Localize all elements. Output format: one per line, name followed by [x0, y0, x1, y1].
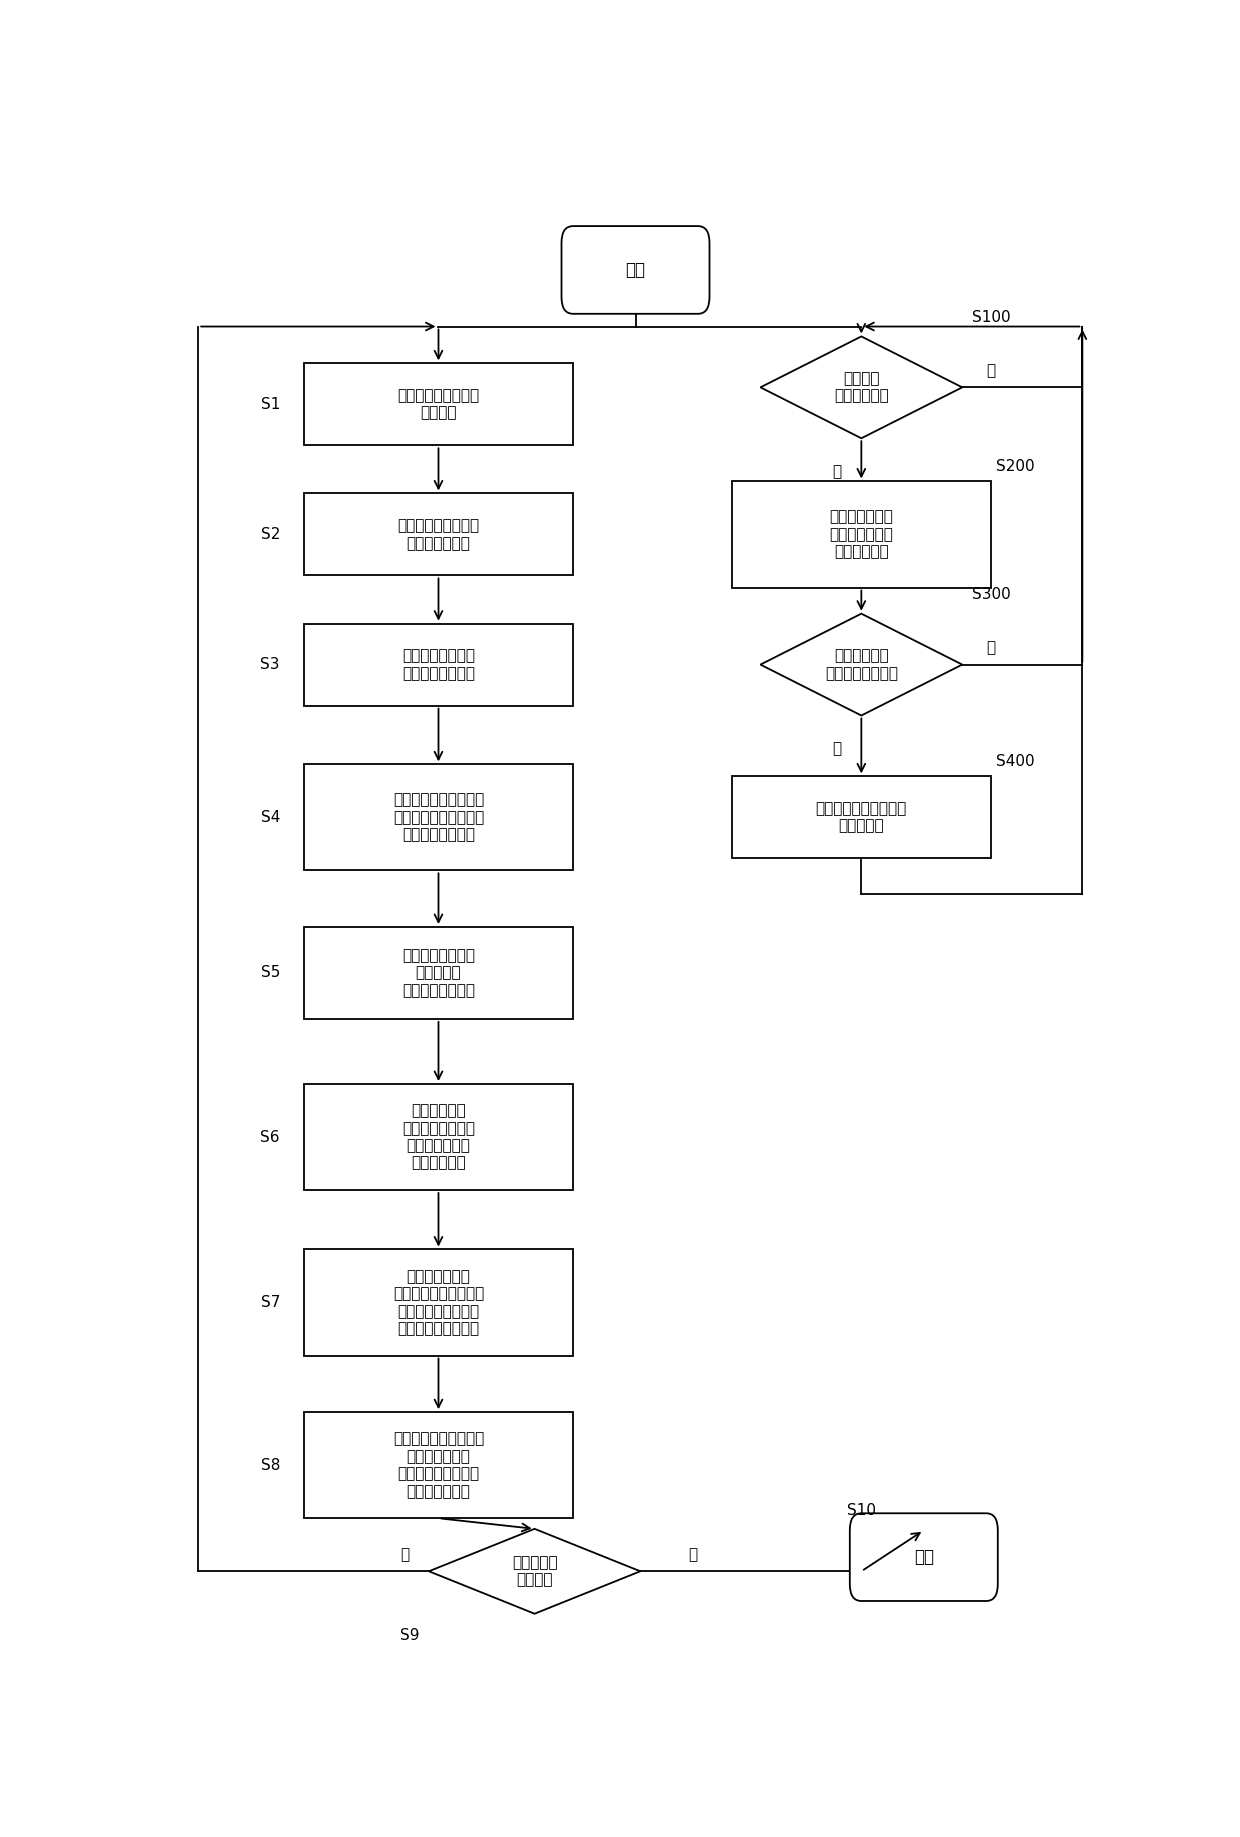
- Bar: [732, 481, 991, 588]
- Text: S200: S200: [996, 459, 1034, 474]
- Text: 计算位置是否
离开天线读写范围: 计算位置是否 离开天线读写范围: [825, 648, 898, 682]
- Text: S1: S1: [260, 397, 280, 411]
- Bar: [304, 623, 573, 705]
- Text: 是: 是: [688, 1547, 698, 1561]
- Bar: [304, 1413, 573, 1517]
- Text: 否: 否: [987, 364, 996, 378]
- Text: 否: 否: [401, 1547, 409, 1561]
- Text: 是否触发
校准红外栅栏: 是否触发 校准红外栅栏: [835, 371, 889, 404]
- Bar: [304, 764, 573, 871]
- Bar: [304, 1084, 573, 1190]
- Bar: [304, 928, 573, 1020]
- Bar: [304, 364, 573, 445]
- Text: S5: S5: [260, 966, 280, 981]
- Text: S6: S6: [260, 1130, 280, 1144]
- Text: 将此钢瓶次序号标记为
不明身份瓶: 将此钢瓶次序号标记为 不明身份瓶: [816, 801, 906, 834]
- Polygon shape: [760, 614, 962, 715]
- Bar: [732, 777, 991, 858]
- Bar: [304, 1249, 573, 1356]
- Text: S4: S4: [260, 810, 280, 825]
- Text: 计算合理误差后
比对未确定和参考队列
将合理吻合的标签号
绑定物理钢瓶次序号: 计算合理误差后 比对未确定和参考队列 将合理吻合的标签号 绑定物理钢瓶次序号: [393, 1269, 484, 1335]
- Text: S2: S2: [260, 527, 280, 542]
- Bar: [304, 494, 573, 575]
- Text: S400: S400: [996, 755, 1034, 770]
- Text: S100: S100: [972, 310, 1011, 325]
- Polygon shape: [429, 1528, 640, 1613]
- Text: 已绑定标签的位置记录
和瓶口位置坐标
分别从未确定队列和
参考队列中移除: 已绑定标签的位置记录 和瓶口位置坐标 分别从未确定队列和 参考队列中移除: [393, 1431, 484, 1499]
- Text: S300: S300: [972, 588, 1011, 603]
- Text: 是: 是: [833, 463, 842, 479]
- Text: 结束: 结束: [914, 1549, 934, 1567]
- Text: S9: S9: [399, 1628, 419, 1642]
- Text: S7: S7: [260, 1295, 280, 1310]
- Text: 计算有效标签信号
的中心坐标
并加入未确定队列: 计算有效标签信号 的中心坐标 并加入未确定队列: [402, 948, 475, 997]
- Text: 查看参考队列中
入列时间最早的
瓶口相对位置: 查看参考队列中 入列时间最早的 瓶口相对位置: [830, 509, 893, 558]
- Text: 过滤多径效应信号
（反馈次数太少）: 过滤多径效应信号 （反馈次数太少）: [402, 648, 475, 682]
- Text: 根据扫描时间
计算当前时间瓶口
的相对位置坐标
加入参考队列: 根据扫描时间 计算当前时间瓶口 的相对位置坐标 加入参考队列: [402, 1104, 475, 1170]
- Text: 是: 是: [833, 740, 842, 757]
- FancyBboxPatch shape: [562, 226, 709, 314]
- Text: S8: S8: [260, 1459, 280, 1473]
- Text: 记录扫描到的标签号
和扫描反馈次数: 记录扫描到的标签号 和扫描反馈次数: [398, 518, 480, 551]
- Polygon shape: [760, 336, 962, 439]
- Text: S10: S10: [847, 1503, 875, 1517]
- FancyBboxPatch shape: [849, 1514, 998, 1602]
- Text: 调整天线波束方向角
开始扫描: 调整天线波束方向角 开始扫描: [398, 388, 480, 421]
- Text: 未确定队列
是否已空: 未确定队列 是否已空: [512, 1556, 558, 1587]
- Text: 否: 否: [987, 639, 996, 656]
- Text: S3: S3: [260, 658, 280, 672]
- Text: 读取有效标签生产日期
未超期则重写生产日期
超期则标记不合格: 读取有效标签生产日期 未超期则重写生产日期 超期则标记不合格: [393, 792, 484, 841]
- Text: 开始: 开始: [625, 261, 646, 279]
